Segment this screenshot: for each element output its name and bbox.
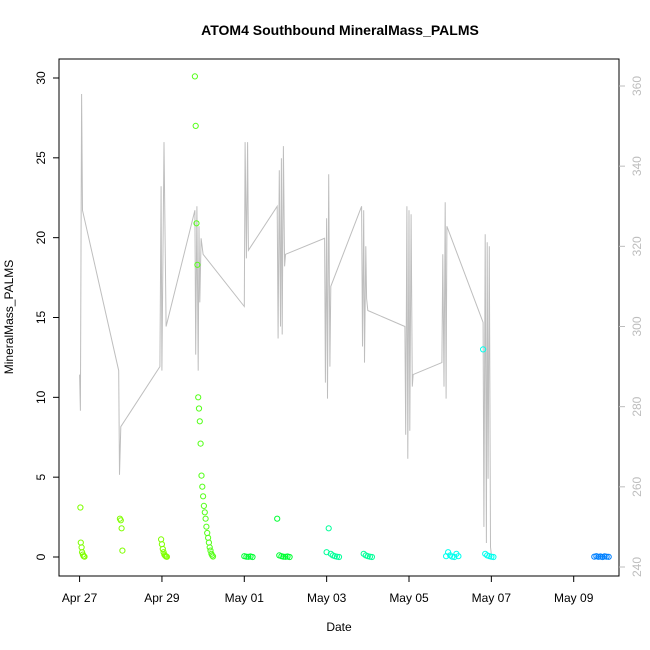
y-tick-label: 10 <box>34 390 48 404</box>
data-point <box>286 553 293 561</box>
data-point <box>455 553 462 560</box>
data-point <box>490 553 497 561</box>
y-tick-label: 0 <box>34 553 48 560</box>
data-point <box>243 553 250 560</box>
scatter-layer <box>77 73 612 561</box>
data-point <box>245 553 252 560</box>
y-axis-label: MineralMass_PALMS <box>2 260 16 374</box>
y-right-tick-label: 320 <box>630 236 644 256</box>
y-right-tick-label: 280 <box>630 396 644 416</box>
data-point <box>200 493 207 500</box>
x-tick-label: May 01 <box>225 591 265 605</box>
data-point <box>195 405 203 412</box>
data-point <box>249 553 256 561</box>
y-right-tick-label: 340 <box>630 156 644 176</box>
x-axis-label: Date <box>326 620 352 634</box>
data-point <box>119 547 126 554</box>
data-point <box>163 553 170 560</box>
chart-title: ATOM4 Southbound MineralMass_PALMS <box>201 22 479 38</box>
data-point <box>194 261 201 268</box>
data-point <box>595 553 602 560</box>
x-tick-label: May 03 <box>307 591 347 605</box>
data-point <box>325 525 332 532</box>
y-tick-label: 15 <box>34 311 48 325</box>
y-right-tick-label: 360 <box>630 76 644 96</box>
data-point <box>449 553 456 560</box>
data-point <box>117 517 124 524</box>
data-point <box>203 523 210 530</box>
y-tick-label: 25 <box>34 151 48 165</box>
data-point <box>197 440 204 447</box>
data-point <box>480 346 487 353</box>
data-point <box>192 122 199 130</box>
data-point <box>206 544 213 551</box>
data-point <box>199 483 206 490</box>
data-point <box>202 515 209 522</box>
y-axis-right: 240 260 280 300 320 340 360 <box>619 76 644 577</box>
plot-frame <box>58 58 620 577</box>
data-point <box>368 553 375 561</box>
data-point <box>198 472 205 479</box>
data-point <box>77 504 84 511</box>
y-right-tick-label: 300 <box>630 316 644 336</box>
data-point <box>280 553 287 560</box>
data-point <box>274 515 281 522</box>
y-right-tick-label: 240 <box>630 557 644 577</box>
data-point <box>191 73 198 80</box>
data-point <box>335 553 343 561</box>
x-tick-label: May 07 <box>472 591 512 605</box>
x-tick-label: Apr 29 <box>144 591 180 605</box>
x-tick-label: Apr 27 <box>62 591 98 605</box>
line-layer <box>79 93 492 556</box>
data-point <box>603 553 610 560</box>
data-point <box>81 553 88 560</box>
data-point <box>118 525 125 532</box>
data-point <box>209 552 216 559</box>
y-tick-label: 30 <box>34 71 48 85</box>
data-point <box>201 509 208 516</box>
y-right-tick-label: 260 <box>630 477 644 497</box>
data-point <box>195 394 202 401</box>
data-point <box>333 553 340 560</box>
y-axis-left: 0 5 10 15 20 25 30 <box>34 71 59 560</box>
data-point <box>605 553 612 560</box>
data-point <box>204 529 211 537</box>
y-tick-label: 5 <box>34 474 48 481</box>
y-tick-label: 20 <box>34 231 48 245</box>
data-point <box>196 418 203 425</box>
x-axis: Apr 27 Apr 29 May 01 May 03 May 05 May 07 May … <box>62 576 594 605</box>
series-line <box>79 93 492 556</box>
data-point <box>200 502 207 509</box>
data-point <box>209 553 217 560</box>
data-point <box>193 220 200 227</box>
x-tick-label: May 05 <box>389 591 429 605</box>
data-point <box>159 545 166 553</box>
x-tick-label: May 09 <box>554 591 594 605</box>
